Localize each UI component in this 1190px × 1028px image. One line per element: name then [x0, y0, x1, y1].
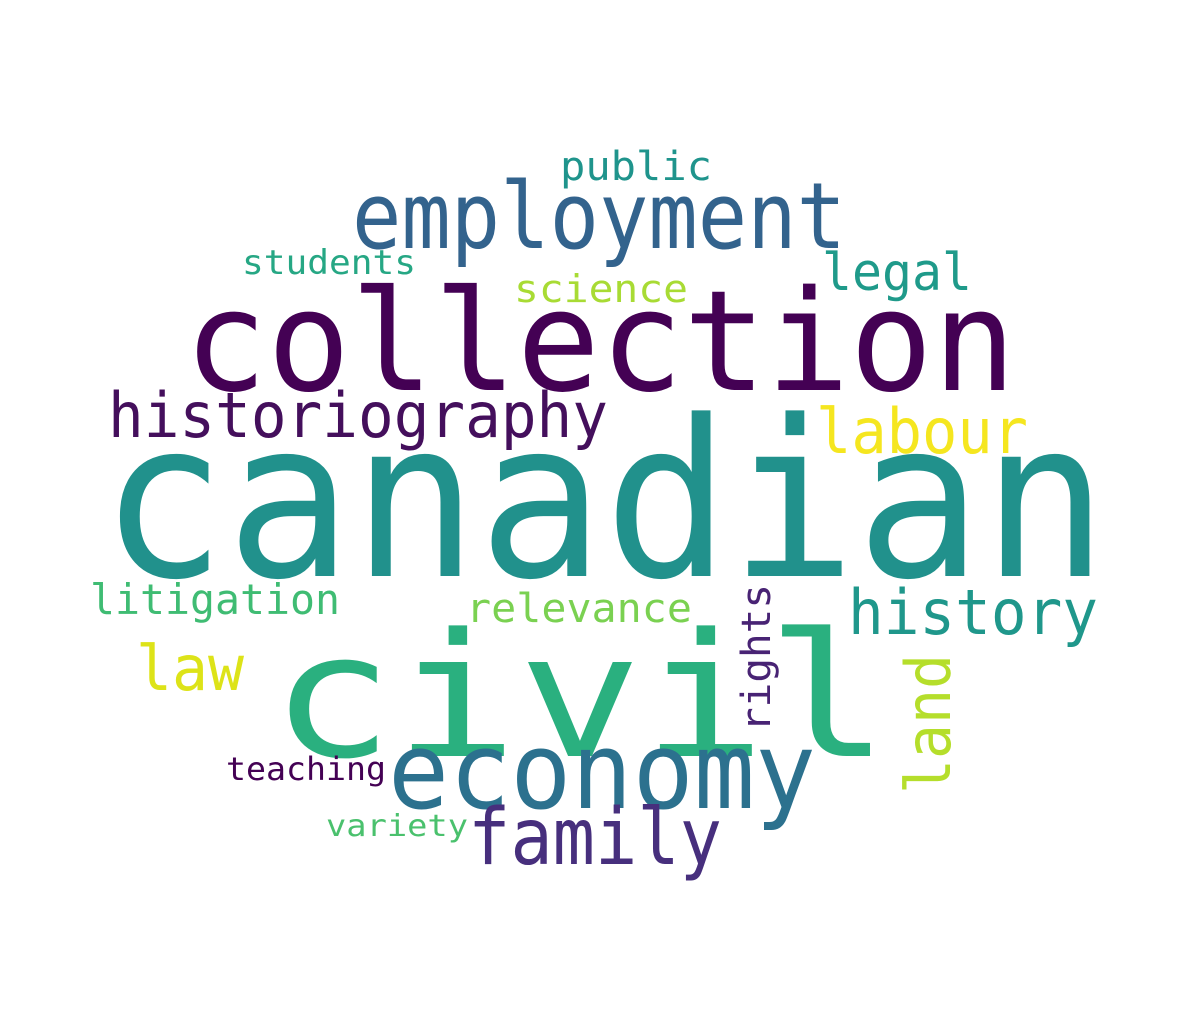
word-rights: rights: [734, 584, 780, 732]
word-employment: employment: [352, 163, 846, 270]
word-science: science: [514, 267, 688, 311]
word-history: history: [848, 576, 1098, 649]
word-historiography: historiography: [108, 379, 608, 452]
word-litigation: litigation: [90, 575, 340, 624]
word-economy: economy: [388, 710, 816, 833]
word-law: law: [136, 632, 245, 705]
word-relevance: relevance: [466, 586, 692, 632]
word-civil: civil: [270, 596, 890, 797]
word-legal: legal: [822, 243, 972, 303]
word-public: public: [560, 144, 712, 190]
word-labour: labour: [816, 395, 1028, 468]
word-canadian: canadian: [100, 375, 1108, 628]
word-collection: collection: [184, 261, 1016, 424]
word-variety: variety: [326, 809, 468, 844]
word-family: family: [468, 793, 722, 883]
word-land: land: [892, 654, 965, 794]
word-students: students: [242, 243, 416, 283]
word-teaching: teaching: [226, 750, 386, 788]
